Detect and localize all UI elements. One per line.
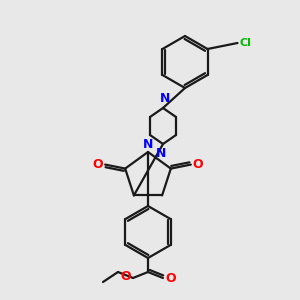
Text: Cl: Cl [239,38,251,48]
Text: O: O [193,158,203,171]
Text: O: O [165,272,175,284]
Text: O: O [120,271,131,284]
Text: N: N [160,92,170,105]
Text: N: N [156,147,166,160]
Text: O: O [92,158,103,171]
Text: N: N [143,138,153,151]
